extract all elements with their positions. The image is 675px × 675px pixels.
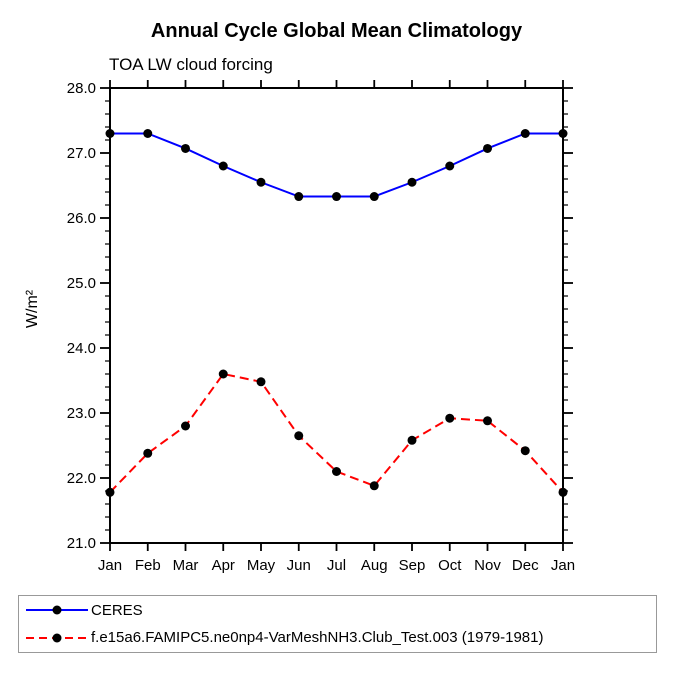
legend-label-ceres: CERES	[91, 601, 143, 619]
legend-line-sample-ceres	[26, 605, 88, 615]
data-point-marker-1	[445, 413, 455, 423]
data-point-marker-0	[105, 129, 115, 138]
data-point-marker-1	[407, 435, 417, 445]
x-tick-label: Feb	[135, 557, 161, 574]
y-tick-label: 23.0	[67, 405, 96, 422]
legend-line-sample-model	[26, 633, 88, 643]
data-point-marker-0	[256, 177, 266, 187]
data-point-marker-1	[105, 487, 115, 497]
data-point-marker-0	[407, 177, 417, 187]
x-tick-label: Jan	[98, 557, 122, 574]
legend-item-model: f.e15a6.FAMIPC5.ne0np4-VarMeshNH3.Club_T…	[24, 625, 656, 651]
data-point-marker-1	[181, 421, 190, 431]
data-point-marker-0	[445, 161, 455, 171]
x-tick-label: Jan	[551, 557, 575, 574]
data-point-marker-1	[520, 446, 530, 456]
data-point-marker-1	[143, 448, 153, 458]
y-tick-label: 21.0	[67, 535, 96, 552]
x-tick-label: Aug	[361, 557, 388, 574]
data-point-marker-1	[294, 431, 304, 441]
data-point-marker-0	[181, 143, 190, 153]
x-tick-label: Sep	[399, 557, 426, 574]
x-tick-label: Mar	[173, 557, 199, 574]
legend-box: CERES f.e15a6.FAMIPC5.ne0np4-VarMeshNH3.…	[18, 595, 657, 653]
x-tick-label: Jun	[287, 557, 311, 574]
x-tick-label: May	[247, 557, 276, 574]
data-point-marker-1	[369, 481, 379, 491]
y-tick-label: 25.0	[67, 275, 96, 292]
y-tick-label: 22.0	[67, 470, 96, 487]
y-tick-label: 27.0	[67, 145, 96, 162]
data-point-marker-0	[558, 129, 568, 138]
legend-marker-icon	[52, 605, 62, 615]
data-point-marker-0	[483, 143, 492, 153]
chart-subtitle: TOA LW cloud forcing	[109, 55, 273, 74]
data-point-marker-0	[143, 129, 153, 138]
series-line-0	[110, 132, 563, 198]
y-tick-label: 28.0	[67, 80, 96, 97]
data-point-marker-0	[218, 161, 228, 171]
data-point-marker-1	[332, 467, 341, 476]
data-point-marker-1	[558, 487, 568, 497]
chart-title: Annual Cycle Global Mean Climatology	[150, 20, 523, 42]
y-tick-label: 24.0	[67, 340, 96, 357]
x-tick-label: Oct	[438, 557, 462, 574]
data-point-marker-1	[483, 416, 492, 426]
x-tick-label: Apr	[212, 557, 235, 574]
x-tick-label: Nov	[474, 557, 501, 574]
legend-marker-icon	[52, 633, 62, 643]
x-tick-label: Jul	[327, 557, 346, 574]
data-point-marker-1	[218, 369, 228, 379]
legend-label-model: f.e15a6.FAMIPC5.ne0np4-VarMeshNH3.Club_T…	[91, 629, 544, 647]
data-point-marker-1	[256, 377, 266, 387]
data-point-marker-0	[369, 192, 379, 202]
data-point-marker-0	[332, 192, 341, 202]
x-tick-label: Dec	[512, 557, 539, 574]
y-tick-label: 26.0	[67, 210, 96, 227]
legend-item-ceres: CERES	[24, 597, 656, 623]
data-point-marker-0	[294, 192, 304, 202]
data-point-marker-0	[520, 129, 530, 138]
